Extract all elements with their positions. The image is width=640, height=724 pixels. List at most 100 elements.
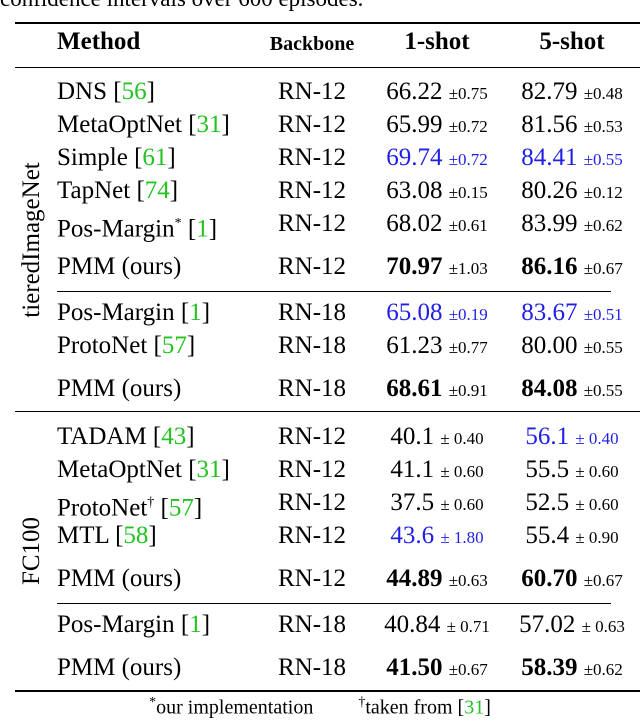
backbone-cell: RN-18 [277,375,347,402]
5-shot-interval: ±0.62 [583,660,623,679]
method-name: MetaOptNet [57,111,182,138]
method-name: DNS [57,78,108,105]
method-cell: PMM (ours) [57,653,181,683]
1-shot-cell: 68.02 ±0.61 [386,209,488,241]
citation-link[interactable]: 57 [168,494,194,522]
5-shot-cell: 55.4 ± 0.90 [525,521,618,553]
5-shot-value: 82.79 [521,78,578,105]
1-shot-cell: 68.61 ±0.91 [386,374,488,406]
subgroup-rule-fc100 [57,603,611,604]
1-shot-interval: ±1.03 [448,259,488,278]
citation-link[interactable]: 1 [189,611,202,638]
1-shot-value: 65.99 [386,111,443,138]
citation-link[interactable]: 31 [196,111,222,138]
1-shot-value: 68.02 [386,210,443,237]
backbone-cell: RN-12 [277,111,347,138]
group-label-fc100: FC100 [18,516,45,586]
1-shot-value: 41.50 [386,654,443,681]
1-shot-value: 40.1 [390,423,435,450]
1-shot-cell: 69.74 ±0.72 [386,143,488,175]
footnote-dagger-close: ] [484,696,491,719]
1-shot-interval: ±0.63 [448,571,488,590]
1-shot-value: 43.6 [390,522,435,549]
citation-link[interactable]: 74 [144,177,170,204]
method-name: Simple [57,144,128,171]
5-shot-value: 57.02 [519,611,576,638]
method-cell: Pos-Margin* [1] [57,215,218,243]
backbone-cell: RN-18 [277,611,347,638]
1-shot-value: 68.61 [386,375,443,402]
5-shot-cell: 56.1 ± 0.40 [525,422,618,454]
header-5-shot: 5-shot [539,28,605,55]
citation-link[interactable]: 56 [121,78,147,105]
1-shot-value: 61.23 [386,332,443,359]
citation-link[interactable]: 43 [161,423,187,450]
method-cell: Pos-Margin [1] [57,611,211,638]
method-cell: TADAM [43] [57,423,195,450]
footnote-dagger-ref[interactable]: 31 [464,696,485,719]
5-shot-interval: ± 0.60 [575,462,619,481]
1-shot-interval: ±0.77 [448,338,488,357]
1-shot-interval: ±0.61 [448,216,488,235]
5-shot-interval: ± 0.90 [575,528,619,547]
citation-link[interactable]: 58 [123,522,149,549]
backbone-cell: RN-12 [277,253,347,280]
5-shot-interval: ± 0.40 [575,429,619,448]
method-cell: PMM (ours) [57,252,181,282]
method-cell: ProtoNet† [57] [57,494,203,522]
1-shot-cell: 63.08 ±0.15 [386,176,488,208]
1-shot-interval: ±0.67 [448,660,488,679]
caption-fragment: confidence intervals over 600 episodes. [0,0,363,12]
1-shot-interval: ±0.15 [448,183,488,202]
header-rule [15,67,640,68]
5-shot-value: 80.00 [521,332,578,359]
5-shot-cell: 84.41 ±0.55 [521,143,623,175]
1-shot-cell: 65.99 ±0.72 [386,110,488,142]
method-name: PMM (ours) [57,565,182,592]
method-cell: MTL [58] [57,522,157,549]
5-shot-interval: ±0.67 [583,571,623,590]
5-shot-value: 58.39 [521,654,578,681]
1-shot-value: 65.08 [386,299,443,326]
1-shot-cell: 70.97 ±1.03 [386,252,488,284]
method-name: TADAM [57,423,147,450]
5-shot-value: 81.56 [521,111,578,138]
5-shot-cell: 52.5 ± 0.60 [525,488,618,520]
method-superscript: † [147,495,155,510]
5-shot-cell: 83.99 ±0.62 [521,209,623,241]
5-shot-interval: ±0.55 [583,381,623,400]
citation-link[interactable]: 1 [189,299,202,326]
5-shot-cell: 55.5 ± 0.60 [525,455,618,487]
backbone-cell: RN-12 [277,423,347,450]
group-label-tieredimagenet: tieredImageNet [18,162,45,318]
citation-link[interactable]: 31 [196,456,222,483]
5-shot-interval: ±0.55 [583,150,623,169]
1-shot-value: 66.22 [386,78,443,105]
1-shot-cell: 37.5 ± 0.60 [390,488,483,520]
method-name: PMM (ours) [57,654,182,681]
5-shot-interval: ± 0.63 [581,617,625,636]
group-rule [15,411,640,412]
backbone-cell: RN-12 [277,177,347,204]
5-shot-interval: ±0.53 [583,117,623,136]
citation-link[interactable]: 57 [161,332,187,359]
backbone-cell: RN-18 [277,654,347,681]
5-shot-interval: ±0.67 [583,259,623,278]
citation-link[interactable]: 1 [196,215,209,243]
citation-link[interactable]: 61 [142,144,168,171]
5-shot-value: 55.5 [525,456,570,483]
method-name: Pos-Margin [57,215,175,243]
1-shot-value: 69.74 [386,144,443,171]
subgroup-rule-tiered [57,291,611,292]
5-shot-interval: ± 0.60 [575,495,619,514]
method-name: Pos-Margin [57,299,175,326]
1-shot-cell: 43.6 ± 1.80 [390,521,483,553]
footnote-dagger-mark: † [358,695,366,710]
backbone-cell: RN-12 [277,78,347,105]
bottom-rule [15,690,640,692]
footnote-star-text: our implementation [156,696,314,719]
1-shot-interval: ±0.72 [448,117,488,136]
method-name: MTL [57,522,109,549]
5-shot-cell: 83.67 ±0.51 [521,298,623,330]
1-shot-cell: 41.1 ± 0.60 [390,455,483,487]
